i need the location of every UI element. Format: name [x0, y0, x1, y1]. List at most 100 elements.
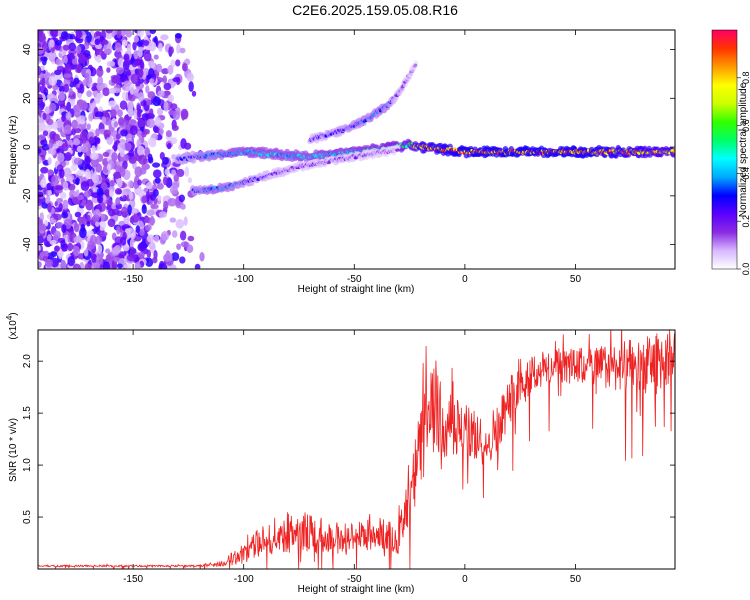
noise-blob: [62, 167, 72, 178]
noise-blob: [111, 75, 121, 84]
noise-blob: [176, 168, 185, 178]
noise-blob: [152, 189, 159, 197]
noise-blob: [137, 130, 143, 139]
noise-blob: [164, 168, 170, 176]
noise-blob: [132, 41, 137, 51]
colorbar-tick-label: 0.4: [741, 167, 750, 180]
noise-blob: [38, 82, 41, 94]
noise-blob: [120, 129, 128, 137]
noise-blob: [113, 244, 122, 254]
spectrogram-panel: -150 -100 -50 0 50 -40 -20 0 20 40 Height of stra…: [8, 29, 676, 295]
noise-blob: [56, 152, 65, 163]
noise-blob: [146, 209, 155, 217]
y-tick-label: 1.5: [22, 406, 33, 420]
noise-blob: [143, 51, 152, 62]
noise-blob: [183, 142, 192, 150]
noise-blob: [159, 128, 164, 135]
noise-blob: [126, 43, 132, 55]
noise-blob: [171, 154, 176, 160]
noise-blob: [65, 132, 71, 141]
noise-blob: [133, 49, 139, 60]
noise-blob: [187, 235, 195, 242]
noise-blob: [101, 116, 107, 125]
noise-blob: [84, 168, 91, 180]
noise-blob: [48, 75, 58, 86]
noise-blob: [56, 197, 64, 204]
noise-blob: [65, 111, 72, 120]
noise-blob: [94, 111, 104, 118]
noise-blob: [80, 145, 89, 153]
noise-blob: [97, 244, 103, 255]
noise-blob: [163, 200, 169, 210]
noise-blob: [71, 119, 78, 130]
noise-blob: [146, 234, 155, 243]
noise-blob: [143, 128, 150, 135]
noise-blob: [129, 125, 138, 136]
noise-blob: [71, 58, 78, 65]
noise-blob: [38, 107, 42, 113]
noise-blob: [38, 122, 46, 131]
noise-blob: [73, 128, 82, 134]
noise-blob: [64, 63, 72, 74]
noise-blob: [67, 255, 76, 267]
noise-blob: [40, 56, 48, 62]
noise-blob: [163, 101, 169, 112]
noise-blob: [80, 223, 86, 233]
snr-series: [38, 330, 675, 569]
noise-blob: [54, 69, 62, 76]
noise-blob: [158, 42, 163, 52]
noise-blob: [129, 238, 134, 249]
noise-blob: [180, 203, 185, 210]
noise-blob: [179, 256, 186, 264]
noise-blob: [49, 239, 57, 246]
snr-ylabel: SNR (10 * v/v): [8, 418, 19, 482]
noise-blob: [42, 112, 47, 121]
noise-blob: [108, 87, 117, 94]
noise-blob: [175, 218, 185, 229]
noise-blob: [179, 230, 187, 241]
noise-blob: [61, 142, 69, 152]
noise-blob: [86, 123, 91, 131]
noise-blob: [156, 183, 164, 190]
noise-blob: [53, 213, 62, 221]
noise-blob: [41, 77, 46, 87]
trace-blob: [395, 148, 400, 152]
noise-blob: [47, 169, 53, 176]
noise-blob: [50, 147, 56, 156]
colorbar: 0.0 0.2 0.4 0.6 0.8 Normalized spectral ampl…: [711, 29, 750, 275]
noise-blob: [162, 75, 168, 84]
noise-blob: [67, 242, 74, 252]
noise-blob: [188, 81, 194, 92]
noise-blob: [55, 140, 64, 147]
y-tick-label: 0.5: [22, 510, 33, 524]
noise-blob: [115, 133, 121, 140]
heatmap-traces: [174, 60, 675, 197]
noise-blob: [178, 194, 186, 203]
noise-blob: [54, 245, 61, 252]
spectrogram-frame: [37, 29, 676, 270]
noise-blob: [38, 117, 44, 124]
noise-blob: [63, 124, 72, 135]
noise-blob: [158, 263, 168, 269]
noise-blob: [100, 213, 106, 222]
noise-blob: [95, 163, 103, 173]
noise-blob: [180, 241, 190, 248]
noise-blob: [50, 257, 59, 268]
noise-blob: [127, 204, 132, 215]
noise-blob: [38, 65, 42, 76]
noise-blob: [137, 118, 146, 128]
noise-blob: [171, 181, 180, 189]
noise-blob: [50, 30, 58, 38]
noise-blob: [76, 169, 86, 176]
noise-blob: [148, 41, 157, 52]
noise-blob: [169, 46, 174, 55]
noise-blob: [136, 109, 142, 118]
y-tick-label: 0: [22, 144, 33, 150]
noise-blob: [150, 203, 159, 209]
noise-blob: [142, 40, 150, 46]
noise-blob: [172, 77, 181, 83]
noise-blob: [68, 42, 77, 52]
noise-blob: [118, 116, 125, 126]
noise-blob: [54, 133, 61, 141]
noise-blob: [163, 253, 171, 262]
